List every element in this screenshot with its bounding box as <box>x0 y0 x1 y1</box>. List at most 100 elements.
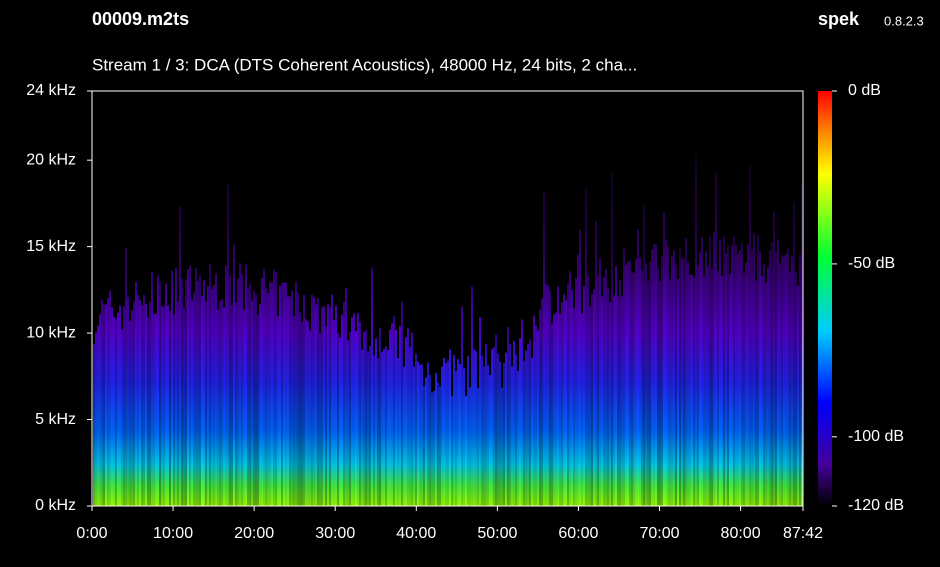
spectrum-streak <box>575 278 577 506</box>
spectrum-streak <box>449 349 451 506</box>
spectrum-streak <box>269 282 271 506</box>
spectrum-streak <box>209 263 211 506</box>
spectrum-streak <box>305 319 307 506</box>
spectrum-streak <box>157 275 159 506</box>
spectrum-streak <box>233 244 235 507</box>
spectrum-streak <box>599 257 601 506</box>
spectrum-streak <box>635 258 637 506</box>
spectrum-streak <box>343 302 345 506</box>
spectrum-streak <box>217 309 219 506</box>
spectrum-streak <box>101 299 103 506</box>
spectrum-streak <box>553 314 555 506</box>
spectrum-streak <box>291 290 293 506</box>
spectrum-streak <box>275 272 277 506</box>
y-tick-label: 5 kHz <box>35 411 76 428</box>
spectrum-streak <box>373 355 375 506</box>
spectrum-streak <box>639 257 641 506</box>
spectrum-streak <box>329 306 331 506</box>
spectrum-streak <box>411 332 413 506</box>
spectrum-streak <box>579 229 581 506</box>
spectrum-streak <box>229 275 231 506</box>
spectrum-streak <box>647 280 649 506</box>
spectrum-streak <box>723 236 725 506</box>
spectrum-streak <box>489 374 491 506</box>
spectrum-streak <box>581 313 583 506</box>
spectrum-streak <box>261 278 263 506</box>
spectrum-streak <box>463 367 465 506</box>
spectrum-streak <box>537 330 539 506</box>
spectrum-streak <box>535 325 537 506</box>
spectrum-streak <box>119 305 121 506</box>
spectrum-streak <box>189 265 191 506</box>
spectrum-streak <box>555 312 557 506</box>
spectrum-streak <box>457 359 459 506</box>
spectrum-streak <box>331 294 333 506</box>
spectrum-streak <box>259 304 261 506</box>
spectrum-streak <box>321 307 323 506</box>
spectrum-streak <box>755 280 757 506</box>
spectrum-streak <box>159 281 161 506</box>
spectrum-streak <box>215 273 217 506</box>
spectrum-streak <box>95 332 97 506</box>
spectrum-streak <box>611 171 613 507</box>
spectrum-streak <box>487 365 489 506</box>
spectrum-streak <box>361 349 363 506</box>
spectrum-streak <box>631 271 633 506</box>
spectrum-streak <box>491 349 493 506</box>
spectrum-streak <box>481 355 483 506</box>
spectrum-streak <box>797 285 799 506</box>
spectrum-streak <box>117 312 119 506</box>
spectrum-streak <box>731 245 733 506</box>
spectrum-streak <box>311 294 313 506</box>
spectrum-streak <box>427 362 429 506</box>
spectrum-streak <box>111 307 113 506</box>
spectrum-streak <box>711 269 713 506</box>
spectrum-streak <box>285 282 287 506</box>
plot-border <box>91 90 804 507</box>
spectrum-streak <box>379 327 381 506</box>
color-tick-label: 0 dB <box>848 82 881 99</box>
spectrum-streak <box>469 387 471 506</box>
spectrum-streak <box>273 269 275 506</box>
spectrum-streak <box>133 301 135 506</box>
spectrum-streak <box>239 262 241 506</box>
spectrum-streak <box>387 350 389 506</box>
spectrum-streak <box>309 330 311 506</box>
spectrum-streak <box>165 283 167 506</box>
spectrum-streak <box>501 387 503 506</box>
spectrum-streak <box>675 264 677 506</box>
spectrum-streak <box>771 242 773 506</box>
spectrum-streak <box>339 337 341 506</box>
spectrum-streak <box>665 239 667 507</box>
x-tick-label: 80:00 <box>721 525 761 542</box>
spectrum-streak <box>793 201 795 507</box>
spectrum-streak <box>625 264 627 506</box>
spectrum-streak <box>205 301 207 506</box>
spectrum-streak <box>167 305 169 506</box>
spectrum-streak <box>541 298 543 506</box>
spectrum-streak <box>485 344 487 506</box>
spectrum-streak <box>697 265 699 506</box>
spectrum-streak <box>753 232 755 506</box>
spectrum-streak <box>243 309 245 506</box>
spectrum-streak <box>109 291 111 506</box>
color-scale <box>818 91 832 506</box>
spectrum-streak <box>573 308 575 506</box>
spectrum-streak <box>341 314 343 506</box>
spectrum-streak <box>783 256 785 506</box>
spectrum-streak <box>515 354 517 506</box>
spectrum-streak <box>131 310 133 506</box>
spectrum-streak <box>199 275 201 506</box>
spectrum-streak <box>607 287 609 506</box>
spectrum-streak <box>395 329 397 506</box>
spectrum-streak <box>781 255 783 506</box>
x-tick-label: 30:00 <box>315 525 355 542</box>
spectrum-streak <box>627 261 629 506</box>
spectrum-streak <box>417 361 419 506</box>
spectrum-streak <box>347 339 349 506</box>
spectrum-streak <box>775 251 777 506</box>
spectrum-streak <box>683 259 685 506</box>
spectrum-streak <box>399 326 401 506</box>
spectrum-streak <box>145 304 147 506</box>
spectrum-streak <box>225 265 227 506</box>
